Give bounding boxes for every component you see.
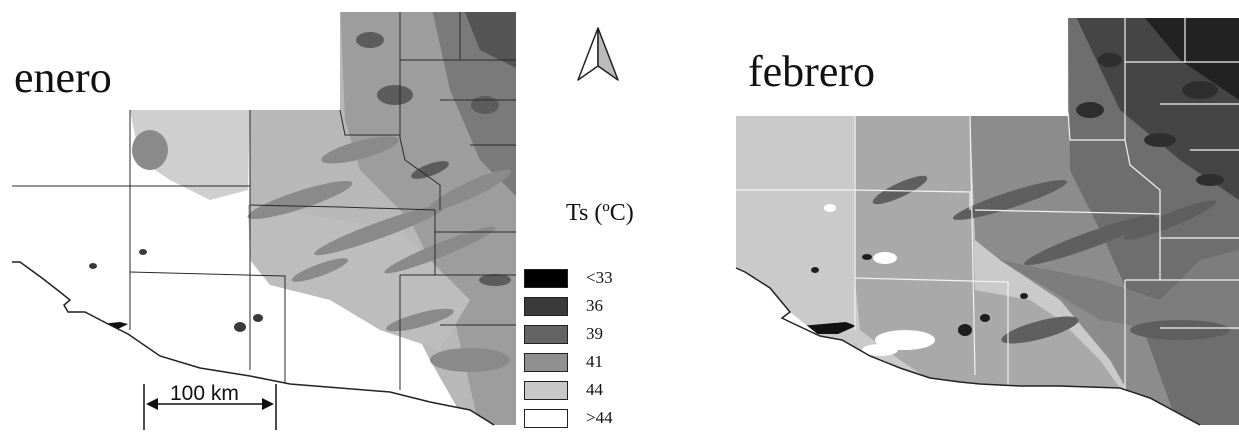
legend-swatch: [524, 408, 568, 428]
map-title-january: enero: [14, 53, 112, 102]
legend-swatch: [524, 352, 568, 372]
legend-label: >44: [586, 408, 613, 427]
legend-label: 39: [586, 324, 603, 343]
legend-title: Ts (ºC): [566, 200, 634, 226]
legend-swatch: [524, 268, 568, 288]
legend-item: >44: [524, 404, 613, 432]
legend-item: 36: [524, 292, 613, 320]
coastline-left: [12, 261, 495, 426]
legend-item: 39: [524, 320, 613, 348]
legend-item: <33: [524, 264, 613, 292]
scale-bar: [143, 384, 277, 430]
scale-bar-label: 100 km: [170, 382, 239, 405]
legend: <33 36 39 41 44 >44: [524, 264, 613, 432]
legend-swatch: [524, 324, 568, 344]
legend-item: 41: [524, 348, 613, 376]
legend-swatch: [524, 296, 568, 316]
map-title-february: febrero: [748, 47, 876, 96]
legend-swatch: [524, 380, 568, 400]
legend-label: <33: [586, 268, 613, 287]
legend-label: 36: [586, 296, 603, 315]
legend-label: 44: [586, 380, 603, 399]
north-arrow-icon: [577, 27, 619, 81]
coastline-right: [735, 267, 1201, 426]
legend-item: 44: [524, 376, 613, 404]
legend-label: 41: [586, 352, 603, 371]
